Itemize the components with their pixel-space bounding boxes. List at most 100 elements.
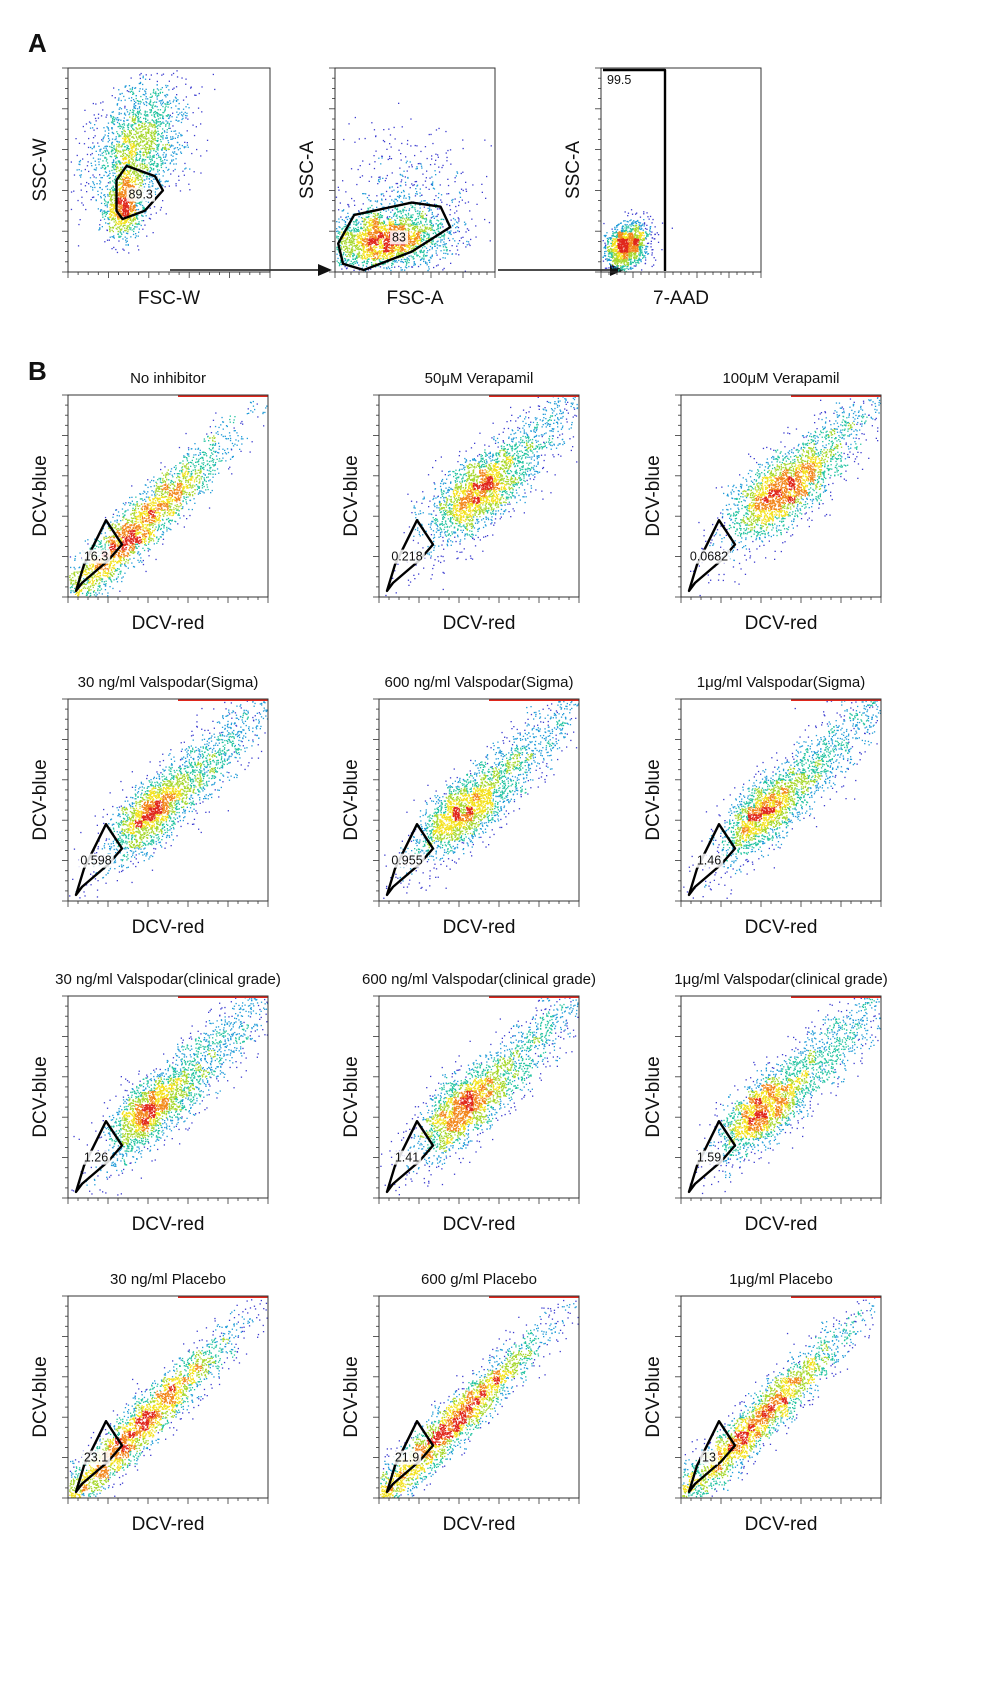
data-point <box>124 117 125 118</box>
data-point <box>92 153 93 154</box>
data-point <box>365 241 366 242</box>
data-point <box>90 154 91 155</box>
data-point <box>145 159 146 160</box>
data-point <box>432 247 433 248</box>
data-point <box>464 224 465 225</box>
data-point <box>162 112 163 113</box>
data-point <box>140 101 141 102</box>
data-point <box>140 141 141 142</box>
data-point <box>100 102 101 103</box>
data-point <box>125 87 126 88</box>
data-point <box>138 232 139 233</box>
data-point <box>153 134 154 135</box>
data-point <box>107 162 108 163</box>
data-point <box>159 179 160 180</box>
data-point <box>185 115 186 116</box>
data-point <box>361 228 362 229</box>
data-point <box>144 145 145 146</box>
data-point <box>426 187 427 188</box>
data-point <box>127 180 128 181</box>
data-point <box>145 93 146 94</box>
data-point <box>117 104 118 105</box>
data-point <box>391 267 392 268</box>
data-point <box>134 101 135 102</box>
data-point <box>135 153 136 154</box>
data-point <box>132 143 133 144</box>
data-point <box>126 162 127 163</box>
data-point <box>375 263 376 264</box>
data-point <box>142 129 143 130</box>
data-point <box>130 145 131 146</box>
data-point <box>124 195 125 196</box>
data-point <box>162 162 163 163</box>
data-point <box>138 209 139 210</box>
data-point <box>148 122 149 123</box>
data-point <box>165 155 166 156</box>
data-point <box>154 93 155 94</box>
data-point <box>400 250 401 251</box>
data-point <box>137 121 138 122</box>
data-point <box>426 238 427 239</box>
data-point <box>94 169 95 170</box>
data-point <box>148 202 149 203</box>
data-point <box>363 249 364 250</box>
data-point <box>353 228 354 229</box>
data-point <box>112 147 113 148</box>
data-point <box>345 226 346 227</box>
panel-b-letter: B <box>28 356 47 386</box>
data-point <box>341 241 342 242</box>
data-point <box>412 228 413 229</box>
data-point <box>114 182 115 183</box>
data-point <box>115 165 116 166</box>
data-point <box>430 228 431 229</box>
data-point <box>157 116 158 117</box>
data-point <box>131 155 132 156</box>
data-point <box>441 235 442 236</box>
data-point <box>381 199 382 200</box>
data-point <box>97 142 98 143</box>
data-point <box>411 215 412 216</box>
data-point <box>114 119 115 120</box>
data-point <box>394 260 395 261</box>
data-point <box>99 183 100 184</box>
data-point <box>101 139 102 140</box>
data-point <box>146 125 147 126</box>
data-point <box>406 216 407 217</box>
data-point <box>144 163 145 164</box>
data-point <box>156 119 157 120</box>
data-point <box>363 240 364 241</box>
data-point <box>155 113 156 114</box>
data-point <box>417 228 418 229</box>
plot-2: 83FSC-ASSC-A <box>297 68 495 309</box>
data-point <box>128 229 129 230</box>
data-point <box>436 255 437 256</box>
data-point <box>345 224 346 225</box>
data-point <box>129 170 130 171</box>
data-point <box>415 204 416 205</box>
data-point <box>384 256 385 257</box>
data-point <box>113 206 114 207</box>
data-point <box>123 152 124 153</box>
data-point <box>433 233 434 234</box>
data-point <box>122 185 123 186</box>
data-point <box>142 154 143 155</box>
data-point <box>175 183 176 184</box>
data-point <box>100 209 101 210</box>
data-point <box>179 103 180 104</box>
data-point <box>180 134 181 135</box>
data-point <box>395 138 396 139</box>
data-point <box>172 89 173 90</box>
data-point <box>112 95 113 96</box>
data-point <box>401 220 402 221</box>
data-point <box>162 87 163 88</box>
data-point <box>346 244 347 245</box>
data-point <box>115 215 116 216</box>
data-point <box>121 126 122 127</box>
data-point <box>340 216 341 217</box>
data-point <box>79 143 80 144</box>
data-point <box>363 265 364 266</box>
data-point <box>365 234 366 235</box>
data-point <box>146 178 147 179</box>
data-point <box>383 221 384 222</box>
data-point <box>416 238 417 239</box>
